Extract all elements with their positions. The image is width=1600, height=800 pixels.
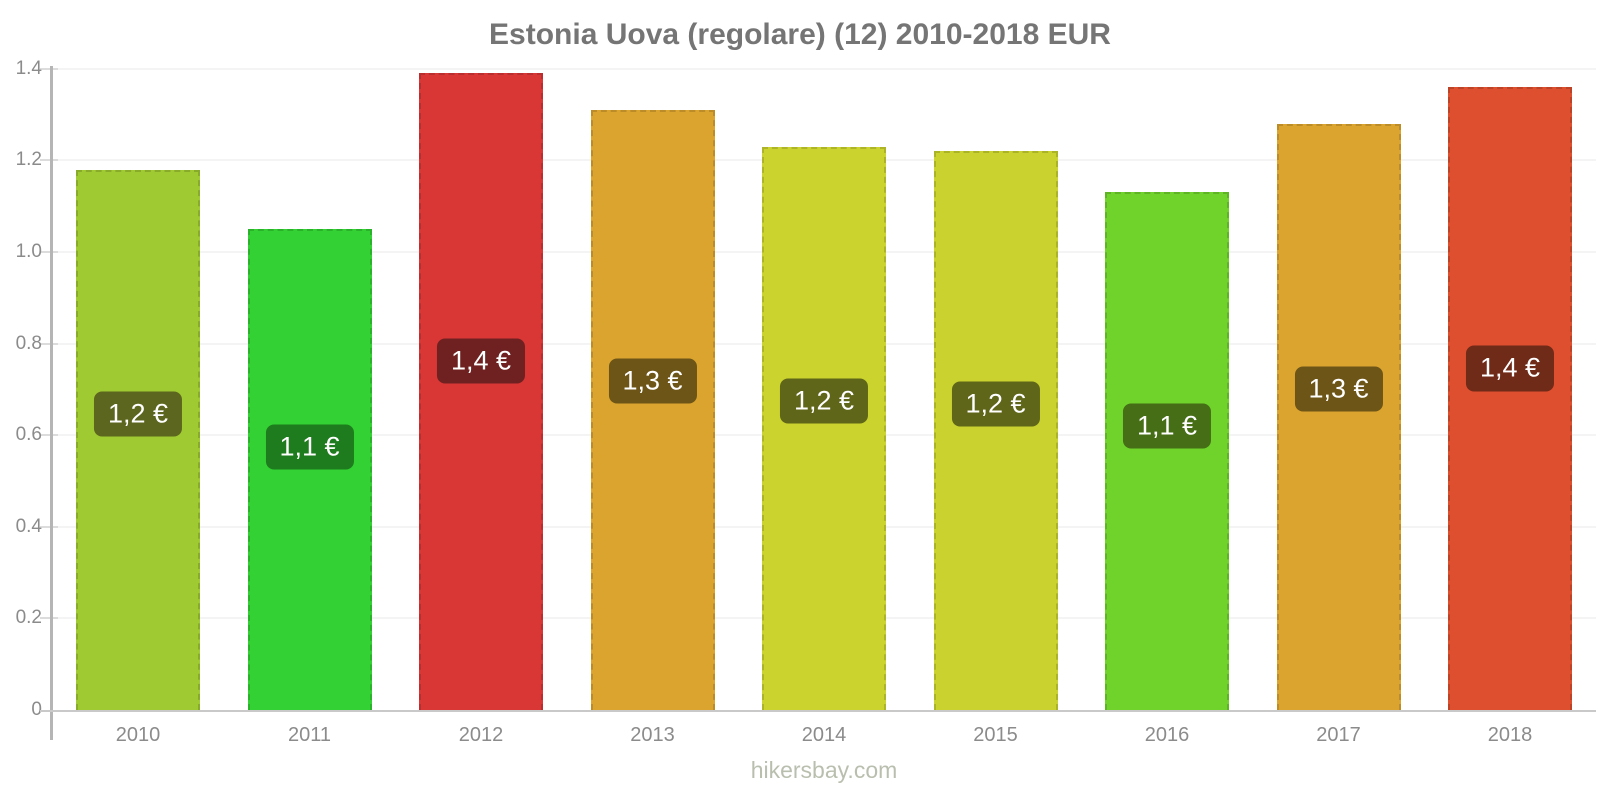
bar-2013[interactable]: 1,3 €	[590, 110, 715, 710]
y-tick-mark	[40, 525, 58, 528]
y-tick-label-0.4: 0.4	[15, 515, 42, 537]
y-tick-label-1.2: 1.2	[15, 149, 42, 171]
y-tick-label-0.2: 0.2	[15, 607, 42, 629]
bar-value-badge-2013: 1,3 €	[608, 358, 697, 404]
bar-2015[interactable]: 1,2 €	[933, 151, 1058, 710]
watermark-hikersbay: hikersbay.com	[750, 757, 898, 783]
x-axis-baseline	[40, 710, 1596, 712]
gridline-1.4	[52, 67, 1596, 70]
bar-value-badge-2014: 1,2 €	[779, 378, 869, 424]
bar-2011[interactable]: 1,1 €	[247, 229, 372, 710]
y-tick-mark	[40, 617, 58, 620]
x-tick-label-2016: 2016	[1144, 724, 1190, 746]
bar-2018[interactable]: 1,4 €	[1448, 87, 1572, 710]
bar-value-badge-2010: 1,2 €	[93, 391, 183, 437]
x-tick-label-2015: 2015	[973, 724, 1018, 746]
bar-2017[interactable]: 1,3 €	[1276, 123, 1401, 710]
y-tick-mark	[40, 434, 58, 437]
bar-2012[interactable]: 1,4 €	[419, 73, 543, 710]
y-axis-line	[50, 66, 53, 740]
y-tick-label-1.0: 1.0	[15, 241, 42, 262]
x-tick-label-2012: 2012	[458, 724, 504, 746]
x-tick-label-2014: 2014	[801, 724, 847, 746]
bar-value-badge-2016: 1,1 €	[1122, 403, 1212, 449]
y-tick-mark	[40, 67, 58, 70]
bar-value-badge-2015: 1,2 €	[951, 381, 1040, 427]
x-tick-label-2017: 2017	[1316, 724, 1361, 746]
y-tick-label-0.6: 0.6	[15, 424, 42, 446]
x-tick-label-2018: 2018	[1487, 724, 1533, 746]
bar-value-badge-2012: 1,4 €	[436, 338, 526, 384]
y-tick-label-0: 0	[31, 699, 42, 720]
y-tick-mark	[40, 251, 58, 253]
x-tick-label-2011: 2011	[287, 724, 331, 746]
x-tick-label-2013: 2013	[630, 724, 675, 746]
chart-title: Estonia Uova (regolare) (12) 2010-2018 E…	[489, 18, 1111, 51]
x-tick-label-2010: 2010	[115, 724, 161, 746]
y-tick-label-1.4: 1.4	[15, 57, 42, 79]
y-tick-mark	[40, 342, 58, 345]
bar-value-badge-2018: 1,4 €	[1465, 346, 1555, 392]
bar-2016[interactable]: 1,1 €	[1105, 192, 1229, 710]
y-tick-label-0.8: 0.8	[15, 332, 42, 354]
bar-2014[interactable]: 1,2 €	[762, 146, 886, 710]
bar-value-badge-2011: 1,1 €	[265, 424, 354, 470]
bar-2010[interactable]: 1,2 €	[76, 169, 200, 710]
y-tick-mark	[40, 159, 58, 162]
bar-value-badge-2017: 1,3 €	[1294, 366, 1383, 412]
